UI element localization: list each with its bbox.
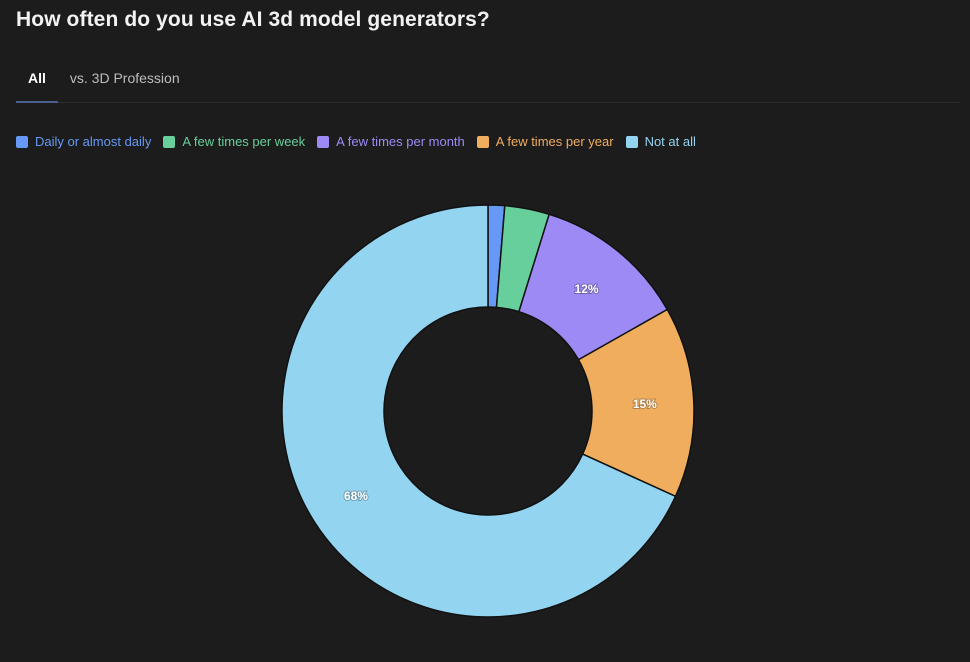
legend-item-weekly[interactable]: A few times per week xyxy=(163,134,305,149)
slice-value-label: 68% xyxy=(344,489,368,503)
tab-vs-3d-profession[interactable]: vs. 3D Profession xyxy=(69,70,180,86)
chart-legend: Daily or almost daily A few times per we… xyxy=(16,134,708,149)
slice-value-label: 12% xyxy=(575,282,599,296)
legend-label: A few times per week xyxy=(182,134,306,149)
legend-item-monthly[interactable]: A few times per month xyxy=(317,134,465,149)
tab-bar: All vs. 3D Profession xyxy=(16,64,960,103)
page-title: How often do you use AI 3d model generat… xyxy=(16,8,490,31)
legend-swatch-icon xyxy=(476,135,489,148)
legend-label: A few times per month xyxy=(336,134,465,149)
donut-labels: 12% 15% 68% xyxy=(343,281,658,504)
donut-slices xyxy=(281,204,695,618)
legend-swatch-icon xyxy=(16,135,28,148)
legend-item-not-at-all[interactable]: Not at all xyxy=(625,134,696,149)
legend-label: Not at all xyxy=(644,134,696,149)
legend-item-daily[interactable]: Daily or almost daily xyxy=(16,134,151,149)
legend-swatch-icon xyxy=(317,135,330,148)
slice-value-label: 15% xyxy=(633,397,657,411)
slice-not-at-all[interactable] xyxy=(281,204,677,618)
legend-swatch-icon xyxy=(625,135,638,148)
tab-all[interactable]: All xyxy=(16,64,58,103)
legend-swatch-icon xyxy=(163,135,176,148)
legend-label: A few times per year xyxy=(495,134,614,149)
slice-yearly[interactable] xyxy=(577,308,695,498)
legend-item-yearly[interactable]: A few times per year xyxy=(476,134,614,149)
legend-label: Daily or almost daily xyxy=(35,134,152,149)
